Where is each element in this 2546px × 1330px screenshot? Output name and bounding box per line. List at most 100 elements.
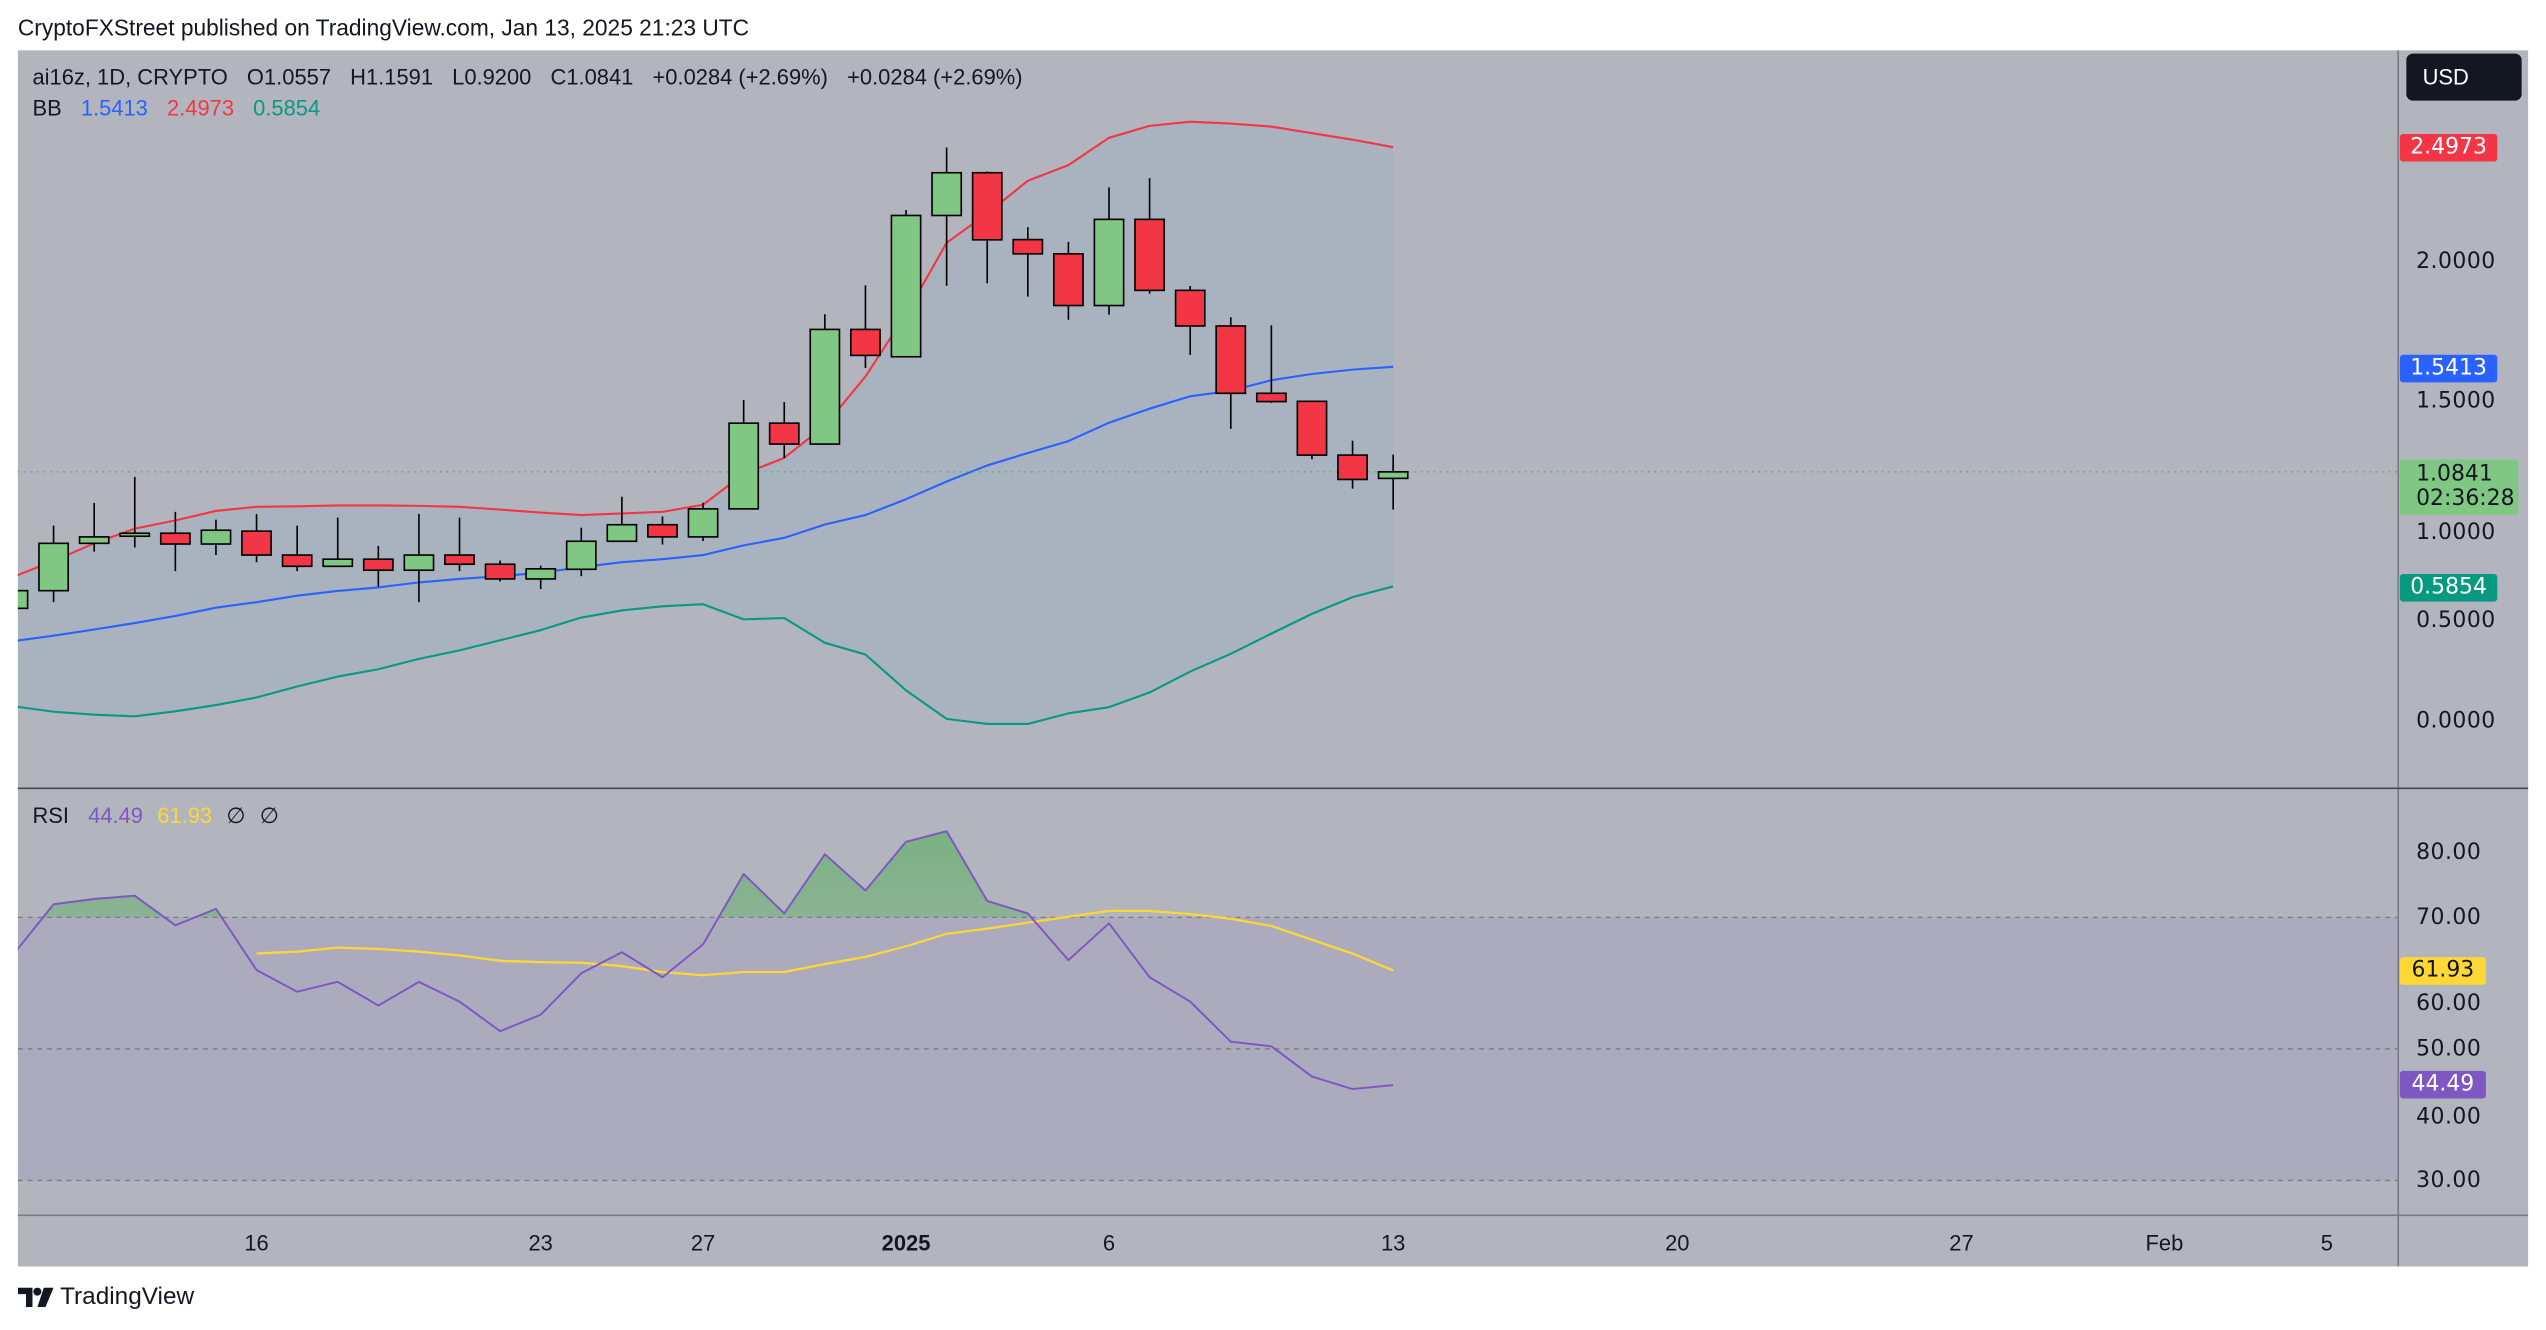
candle[interactable] (200, 519, 232, 556)
brand-name: TradingView (60, 1282, 195, 1311)
price-tick-label: 0.5000 (2416, 607, 2496, 634)
candle-body (728, 422, 760, 510)
candle-body (200, 529, 232, 545)
candle[interactable] (1134, 178, 1166, 294)
candle-body (17, 589, 29, 610)
symbol-label[interactable]: ai16z, 1D, CRYPTO (32, 64, 228, 90)
candle[interactable] (1255, 325, 1287, 403)
rsi-na-value-2: ∅ (259, 803, 279, 829)
candle[interactable] (1174, 286, 1206, 355)
bar-countdown: 02:36:28 (2416, 485, 2515, 512)
rsi-tick-label: 30.00 (2416, 1167, 2482, 1194)
candle[interactable] (38, 525, 70, 603)
candle-body (1296, 400, 1328, 456)
rsi-tick-label: 60.00 (2416, 990, 2482, 1017)
candle-body (281, 554, 313, 568)
candle[interactable] (1012, 227, 1044, 297)
time-tick-label: 13 (1380, 1230, 1406, 1256)
candle-body (159, 532, 191, 545)
candle[interactable] (1093, 187, 1125, 315)
rsi-tick-label: 70.00 (2416, 904, 2482, 931)
candle-body (1215, 325, 1247, 395)
candle-body (768, 422, 800, 445)
candle[interactable] (931, 147, 963, 286)
rsi-tick-label: 80.00 (2416, 838, 2482, 865)
time-tick-label: 16 (244, 1230, 269, 1256)
currency-button[interactable]: USD (2406, 53, 2522, 101)
candle[interactable] (1215, 317, 1247, 429)
candle[interactable] (444, 517, 475, 572)
price-pane[interactable] (0, 120, 2399, 725)
candle[interactable] (768, 402, 800, 459)
bb-label[interactable]: BB (32, 95, 62, 121)
candle-body (444, 554, 475, 566)
candle[interactable] (241, 513, 272, 563)
candle[interactable] (687, 502, 719, 542)
bb-lower-value: 0.5854 (253, 95, 321, 121)
chart-frame[interactable] (17, 50, 2529, 1267)
time-tick-label: 6 (1102, 1230, 1116, 1256)
time-tick-label: 5 (2320, 1230, 2333, 1256)
candle[interactable] (971, 171, 1003, 284)
rsi-tick-label: 40.00 (2416, 1104, 2482, 1131)
candle[interactable] (0, 588, 29, 613)
candle[interactable] (809, 314, 841, 445)
close-value: C1.0841 (550, 64, 634, 90)
current-price-label: 1.0841 02:36:28 (2399, 459, 2519, 515)
rsi-label[interactable]: RSI (32, 803, 70, 829)
rsi-tick-label: 50.00 (2416, 1035, 2482, 1062)
candle-body (1337, 454, 1368, 481)
published-caption: CryptoFXStreet published on TradingView.… (17, 14, 750, 41)
rsi-na-value-1: ∅ (226, 803, 246, 829)
bb-upper-price-label: 2.4973 (2399, 133, 2498, 162)
candle[interactable] (281, 525, 313, 572)
candle[interactable] (606, 496, 638, 543)
candle-body (1377, 471, 1409, 480)
candle[interactable] (1296, 400, 1328, 460)
time-tick-label: 2025 (881, 1230, 931, 1256)
bb-band-fill (17, 121, 1394, 724)
time-tick-label: 20 (1665, 1230, 1690, 1256)
candle-body (362, 558, 394, 572)
rsi-legend: RSI 44.49 61.93 ∅ ∅ (32, 804, 291, 830)
candle[interactable] (159, 511, 191, 572)
candle-body (606, 523, 638, 543)
candle[interactable] (890, 209, 922, 358)
time-tick-label: 23 (528, 1230, 553, 1256)
rsi-ma-line (256, 909, 1394, 977)
candle-body (119, 532, 151, 538)
time-tick-label: 27 (690, 1230, 716, 1256)
candle[interactable] (1377, 454, 1409, 510)
bb-upper-value: 2.4973 (166, 95, 235, 121)
bb-lower-line (17, 585, 1394, 725)
tradingview-brand[interactable]: TradingView (17, 1282, 195, 1311)
candle[interactable] (525, 565, 557, 590)
time-tick-label: Feb (2145, 1230, 2184, 1256)
candle[interactable] (850, 285, 881, 369)
candle[interactable] (78, 502, 110, 552)
change-value-2: +0.0284 (+2.69%) (847, 64, 1023, 90)
rsi-pane[interactable] (13, 830, 2399, 1182)
candle[interactable] (565, 527, 597, 577)
candle[interactable] (119, 476, 151, 548)
candle-body (38, 542, 70, 592)
candle[interactable] (728, 399, 760, 510)
candle[interactable] (362, 545, 394, 587)
candle[interactable] (322, 517, 354, 568)
bb-lower-price-label: 0.5854 (2399, 573, 2498, 602)
candle[interactable] (1337, 440, 1368, 489)
price-tick-label: 1.5000 (2416, 388, 2496, 415)
candle[interactable] (1052, 241, 1084, 320)
candle-body (647, 523, 678, 538)
low-value: L0.9200 (452, 64, 532, 90)
price-tick-label: 0.0000 (2416, 707, 2496, 734)
bb-basis-value: 1.5413 (80, 95, 148, 121)
candle[interactable] (484, 560, 516, 582)
rsi-ma-price-label: 61.93 (2399, 957, 2486, 985)
open-value: O1.0557 (246, 64, 332, 90)
candle[interactable] (403, 513, 435, 603)
rsi-line (17, 830, 1394, 1091)
candle-body (1255, 392, 1287, 403)
candle[interactable] (647, 516, 678, 545)
